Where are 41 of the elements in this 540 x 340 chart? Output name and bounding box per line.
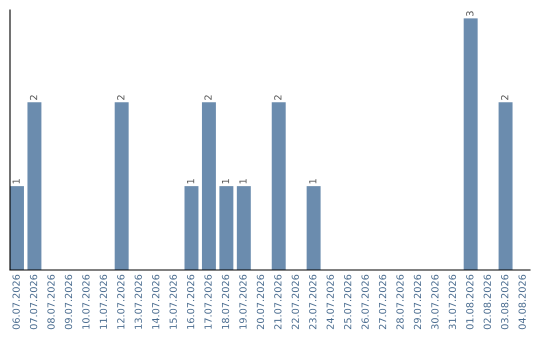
data-label: 1	[222, 179, 230, 184]
x-tick-label: 22.07.2026	[292, 274, 299, 330]
x-tick-label: 15.07.2026	[169, 274, 177, 329]
x-tick-label: 07.07.2026	[30, 274, 38, 330]
x-tick-label: 28.07.2026	[396, 274, 404, 330]
x-tick-label: 18.07.2026	[222, 274, 230, 329]
data-label: 2	[30, 95, 38, 100]
data-label: 2	[204, 95, 212, 100]
x-tick-label: 19.07.2026	[239, 274, 247, 329]
x-tick-label: 27.07.2026	[378, 274, 386, 330]
data-label: 1	[309, 179, 316, 184]
x-tick-label: 01.08.2026	[466, 274, 474, 330]
x-tick-label: 23.07.2026	[309, 274, 316, 330]
x-tick-label: 11.07.2026	[100, 274, 108, 329]
data-label: 2	[117, 95, 124, 100]
x-tick-label: 09.07.2026	[64, 274, 72, 330]
x-tick-label: 20.07.2026	[256, 274, 264, 330]
data-label: 1	[239, 179, 247, 184]
data-label: 1	[12, 179, 20, 184]
x-tick-label: 12.07.2026	[117, 274, 124, 329]
x-tick-label: 30.07.2026	[431, 274, 439, 330]
x-tick-label: 13.07.2026	[134, 274, 142, 329]
x-tick-label: 02.08.2026	[484, 274, 491, 330]
x-tick-label: 31.07.2026	[448, 274, 456, 330]
x-tick-label: 29.07.2026	[414, 274, 422, 330]
x-tick-label: 14.07.2026	[152, 274, 160, 329]
x-tick-label: 17.07.2026	[204, 274, 212, 329]
data-label: 2	[501, 95, 508, 100]
x-tick-label: 25.07.2026	[344, 274, 352, 330]
x-tick-label: 06.07.2026	[12, 274, 20, 330]
x-tick-label: 04.08.2026	[518, 274, 526, 330]
x-tick-label: 03.08.2026	[501, 274, 508, 330]
x-tick-label: 24.07.2026	[326, 274, 334, 330]
x-tick-label: 21.07.2026	[274, 274, 282, 330]
data-label: 1	[187, 179, 194, 184]
x-tick-label: 16.07.2026	[186, 274, 194, 329]
x-tick-label: 10.07.2026	[82, 274, 90, 329]
x-tick-label: 26.07.2026	[361, 274, 369, 330]
x-tick-label: 08.07.2026	[47, 274, 55, 330]
data-label: 3	[466, 11, 474, 16]
data-label: 2	[274, 95, 282, 100]
